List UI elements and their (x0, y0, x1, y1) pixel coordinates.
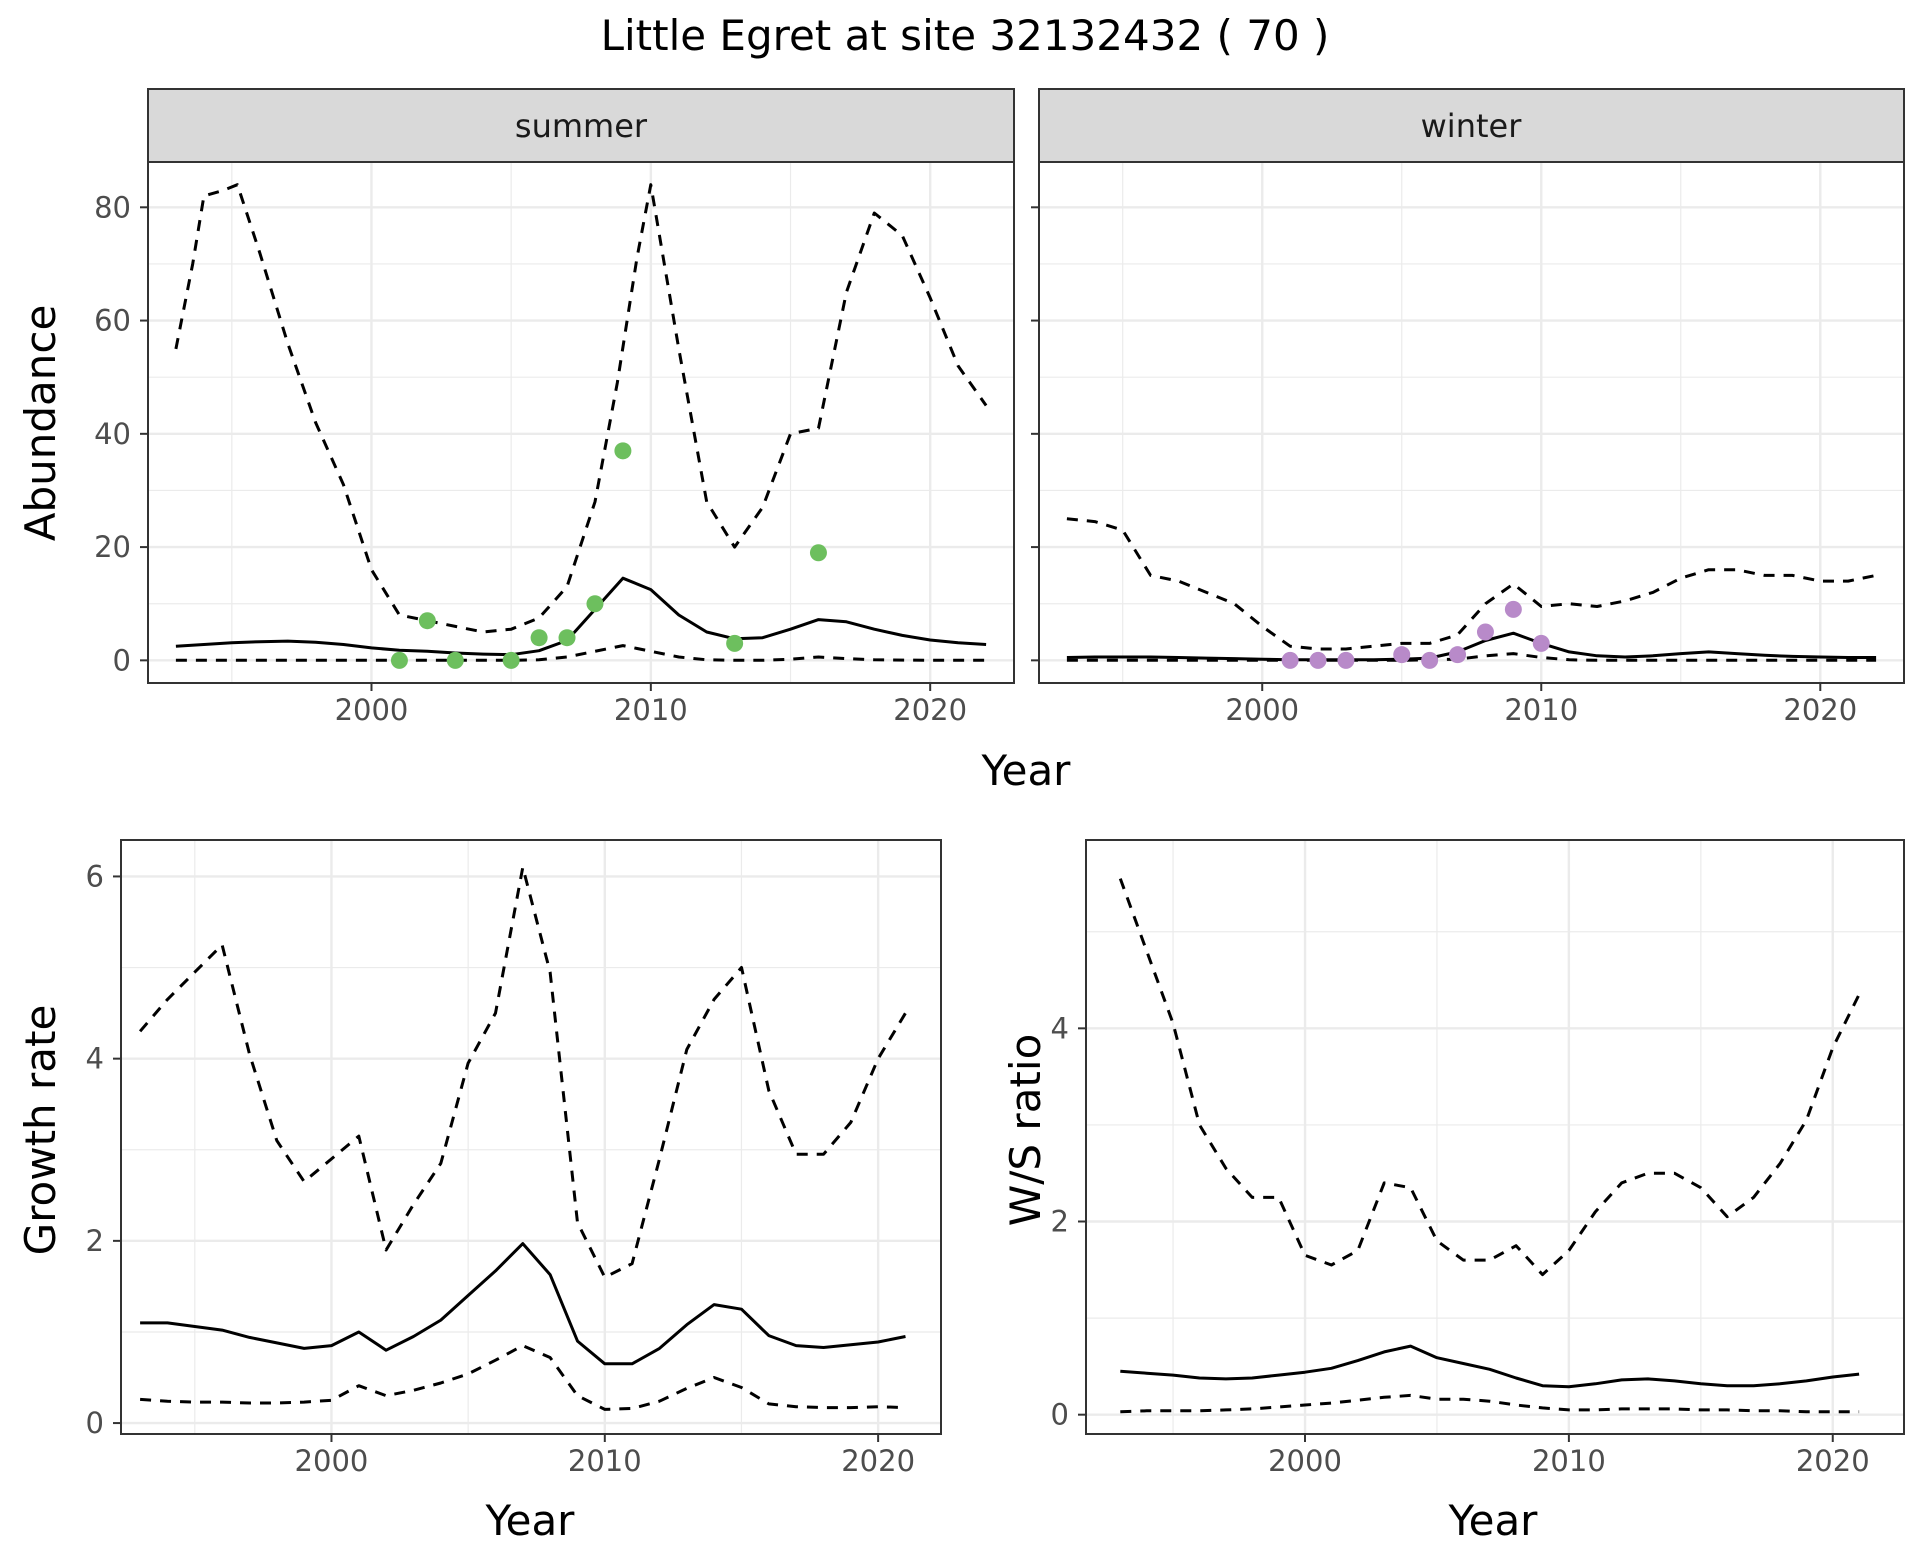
summer-data-point (418, 612, 436, 630)
growth-panel-border (120, 839, 942, 1435)
ws-y-tick-label: 2 (1051, 1205, 1069, 1239)
growth-x-tick-label: 2020 (841, 1444, 915, 1478)
strip-winter-label: winter (1421, 107, 1523, 145)
winter-x-tick-label: 2000 (1225, 693, 1299, 727)
winter-data-point (1532, 634, 1550, 652)
winter-data-point (1476, 623, 1494, 641)
summer-series-2-dashed (175, 644, 987, 662)
winter-data-point (1504, 600, 1522, 618)
ws-panel-background (1086, 840, 1904, 1434)
growth-y-tick-label: 4 (86, 1042, 104, 1076)
summer-x-tick-label: 2020 (893, 693, 967, 727)
summer-data-point (614, 442, 632, 460)
strip-winter: winter (1038, 88, 1905, 163)
winter-x-tick-label: 2020 (1783, 693, 1857, 727)
winter-series-0-solid (1066, 631, 1877, 662)
summer-y-tick-label: 20 (94, 530, 131, 564)
summer-x-tick-label: 2000 (335, 693, 409, 727)
winter-series-2-dashed (1066, 652, 1877, 662)
summer-data-point (390, 651, 408, 669)
summer-x-tick-label: 2010 (614, 693, 688, 727)
ws-x-tick-label: 2000 (1268, 1444, 1342, 1478)
growth-y-tick-label: 2 (86, 1224, 104, 1258)
growth-y-tick-label: 0 (86, 1406, 104, 1440)
summer-data-point (502, 651, 520, 669)
ws-y-axis-title: W/S ratio (1001, 1034, 1050, 1227)
panel-summer-abundance: 2000 2010 2020 0 20 40 60 80 (94, 161, 1015, 727)
winter-series-1-dashed (1066, 517, 1877, 651)
ws-series-1-dashed (1118, 878, 1861, 1277)
growth-series-2-dashed (140, 1344, 906, 1411)
summer-panel-background (148, 162, 1014, 683)
winter-data-point (1393, 646, 1411, 664)
summer-data-point (558, 629, 576, 647)
growth-panel-background (121, 840, 941, 1434)
panel-winter-abundance: 2000 2010 2020 (1031, 161, 1905, 727)
summer-data-point (530, 629, 548, 647)
ws-x-tick-label: 2010 (1532, 1444, 1606, 1478)
summer-y-tick-label: 40 (94, 417, 131, 451)
ws-y-tick-label: 0 (1051, 1398, 1069, 1432)
ws-y-tick-label: 4 (1051, 1011, 1069, 1045)
summer-series-0-solid (175, 576, 987, 657)
growth-x-tick-label: 2010 (568, 1444, 642, 1478)
growth-y-tick-label: 6 (86, 859, 104, 893)
winter-data-point (1421, 651, 1439, 669)
panel-ws-ratio: 2000 2010 2020 0 2 4 (1051, 839, 1905, 1478)
summer-data-point (726, 634, 744, 652)
ws-x-tick-label: 2020 (1796, 1444, 1870, 1478)
ws-x-axis-title: Year (1448, 1496, 1539, 1545)
growth-x-tick-label: 2000 (295, 1444, 369, 1478)
summer-y-tick-label: 80 (94, 190, 131, 224)
summer-panel-border (147, 161, 1015, 684)
ws-panel-border (1085, 839, 1905, 1435)
winter-panel-border (1038, 161, 1905, 684)
top-x-axis-title: Year (981, 746, 1072, 795)
summer-y-tick-label: 60 (94, 304, 131, 338)
ws-series-0-solid (1120, 1344, 1860, 1389)
ws-series-2-dashed (1120, 1393, 1860, 1414)
growth-x-axis-title: Year (485, 1496, 576, 1545)
winter-data-point (1281, 651, 1299, 669)
growth-y-axis-title: Growth rate (16, 1005, 65, 1256)
summer-y-tick-label: 0 (113, 643, 131, 677)
growth-series-0-solid (140, 1242, 906, 1366)
chart-title: Little Egret at site 32132432 ( 70 ) (601, 11, 1330, 60)
winter-x-tick-label: 2010 (1504, 693, 1578, 727)
strip-summer-label: summer (515, 107, 648, 145)
winter-data-point (1337, 651, 1355, 669)
strip-summer: summer (147, 88, 1015, 163)
abundance-y-axis-title: Abundance (16, 305, 65, 542)
winter-data-point (1449, 646, 1467, 664)
winter-panel-background (1039, 162, 1904, 683)
winter-data-point (1309, 651, 1327, 669)
summer-data-point (809, 544, 827, 562)
summer-data-point (586, 595, 604, 613)
summer-data-point (446, 651, 464, 669)
panel-growth-rate: 2000 2010 2020 0 2 4 6 (86, 839, 942, 1478)
